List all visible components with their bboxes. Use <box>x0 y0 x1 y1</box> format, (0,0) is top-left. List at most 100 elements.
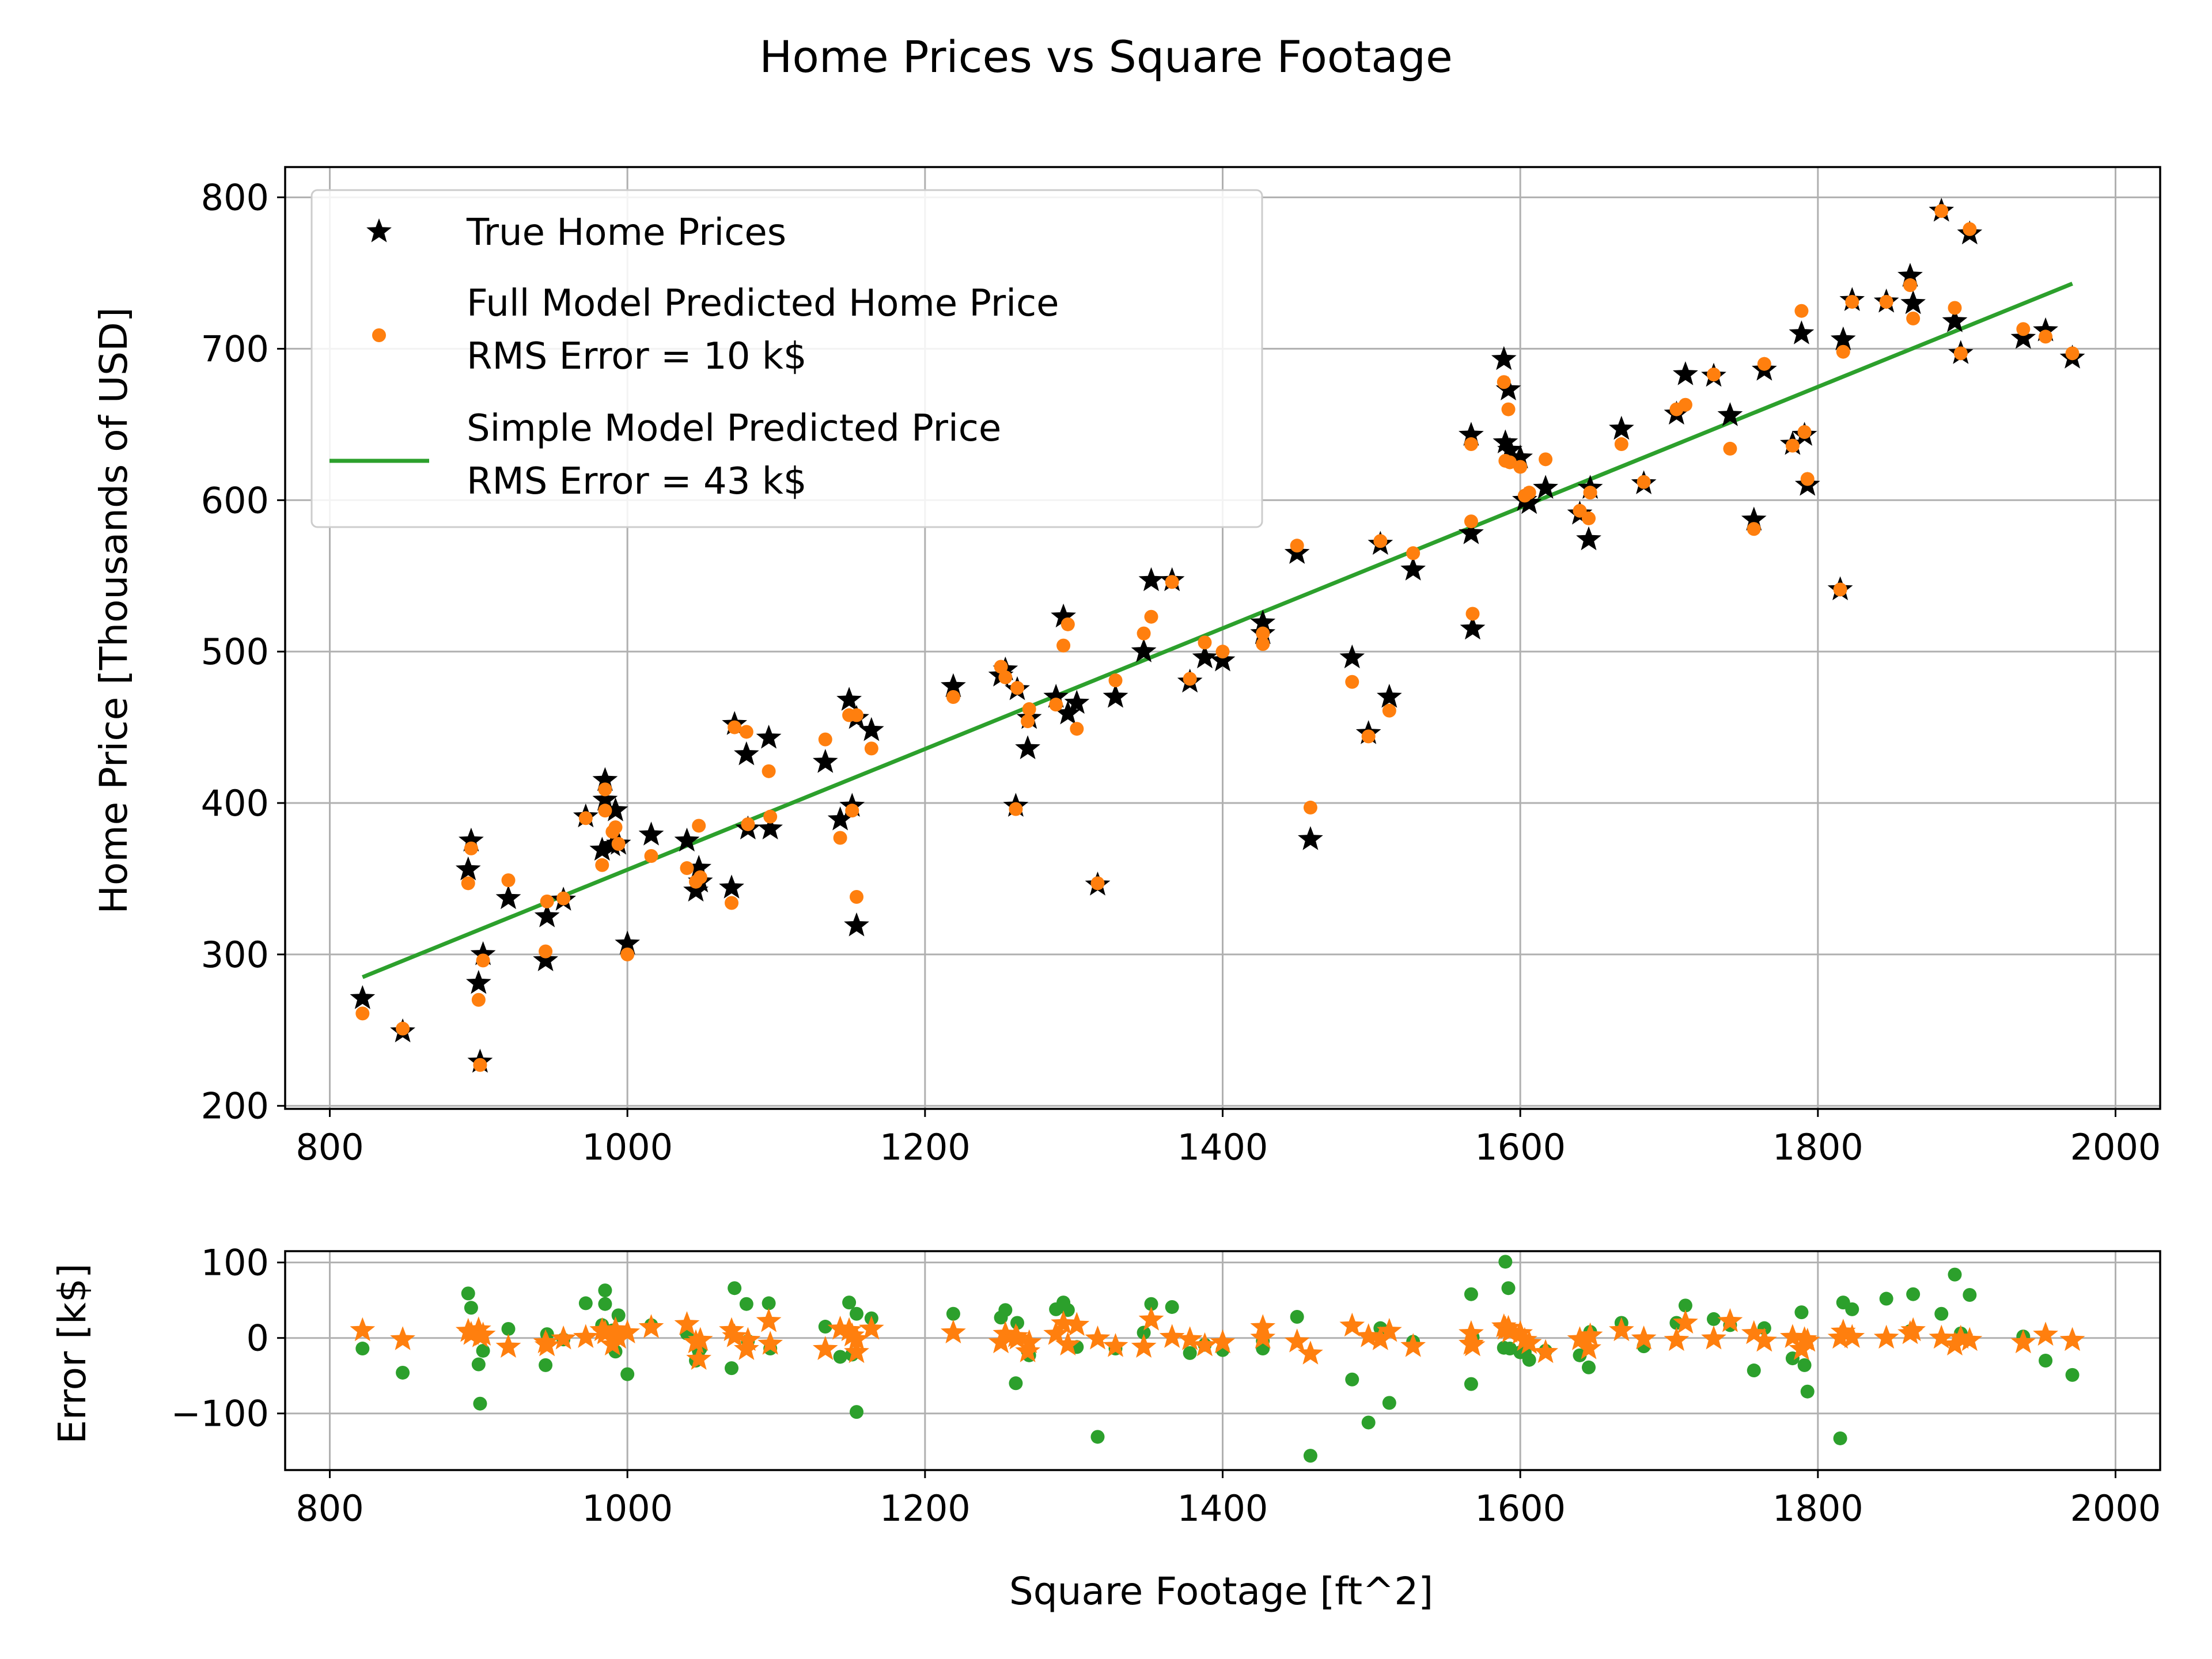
full-model-point <box>501 873 516 888</box>
simple-model-error-point <box>1800 1384 1815 1399</box>
full-model-error-point <box>1051 1310 1076 1335</box>
error-y-tick-label: 0 <box>247 1317 269 1359</box>
full-model-point <box>1464 437 1478 452</box>
simple-model-error-point <box>611 1308 626 1323</box>
full-model-error-point <box>1192 1332 1218 1357</box>
full-model-point <box>556 891 571 906</box>
true-price-point <box>1055 700 1081 725</box>
full-model-error-point <box>592 1319 618 1344</box>
full-model-point <box>946 690 960 704</box>
full-model-error-point <box>1103 1333 1128 1357</box>
main-y-tick-label: 200 <box>201 1085 269 1127</box>
error-x-tick-label: 2000 <box>2070 1487 2161 1529</box>
error-x-ticks: 800 1000 1200 1400 1600 1800 2000 <box>296 1470 2161 1529</box>
full-model-error-point <box>844 1326 869 1350</box>
full-model-point <box>1009 802 1023 816</box>
main-y-tick-label: 600 <box>201 479 269 521</box>
true-price-point <box>592 767 618 791</box>
full-model-point <box>1723 441 1737 456</box>
full-model-point <box>1021 714 1035 729</box>
full-model-point <box>1836 344 1850 359</box>
true-price-point <box>495 885 521 910</box>
simple-model-error-point <box>539 1358 553 1372</box>
simple-model-error-point <box>1464 1287 1478 1301</box>
full-model-point <box>1303 800 1317 815</box>
full-model-point <box>473 1058 487 1072</box>
full-model-point <box>1539 452 1553 467</box>
simple-model-error-point <box>1144 1297 1158 1311</box>
full-model-error-point <box>1055 1331 1081 1356</box>
full-model-error-point <box>836 1317 862 1342</box>
simple-model-error-point <box>501 1321 516 1336</box>
simple-model-error-point <box>1498 1255 1513 1269</box>
full-model-point <box>1707 368 1721 382</box>
true-price-point <box>1210 647 1236 672</box>
simple-model-error-point <box>1361 1415 1376 1430</box>
true-price-point <box>1459 520 1484 544</box>
full-model-error-point <box>1177 1326 1203 1350</box>
true-price-point <box>534 903 560 927</box>
simple-model-error-point <box>464 1301 478 1315</box>
full-model-error-point <box>1957 1327 1983 1351</box>
true-price-point <box>533 947 558 971</box>
legend-label-simple-model: Simple Model Predicted Price <box>467 407 1001 450</box>
full-model-error-point <box>1567 1326 1593 1350</box>
legend: True Home Prices Full Model Predicted Ho… <box>310 189 1263 528</box>
error-x-tick-label: 1600 <box>1475 1487 1566 1529</box>
full-model-error-point <box>1741 1320 1767 1344</box>
full-model-error-point <box>1533 1339 1558 1363</box>
full-model-error-point <box>1043 1321 1069 1345</box>
full-model-error-point <box>1377 1317 1402 1342</box>
full-model-point <box>1522 486 1536 500</box>
full-model-point <box>1903 278 1917 293</box>
full-model-error-point <box>1016 1329 1042 1354</box>
full-model-point <box>728 720 742 734</box>
full-model-error-point <box>603 1316 628 1340</box>
simple-model-error-point <box>1747 1363 1761 1378</box>
simple-model-error-point <box>946 1306 960 1321</box>
simple-model-error-point <box>1934 1306 1949 1321</box>
true-price-point <box>1533 475 1558 499</box>
true-price-point <box>859 717 884 741</box>
main-x-tick-label: 1400 <box>1177 1126 1268 1168</box>
legend-label-full-model-rms: RMS Error = 10 k$ <box>467 335 807 378</box>
full-model-error-point <box>1159 1324 1185 1348</box>
true-price-point <box>638 821 664 846</box>
full-model-point <box>762 764 776 778</box>
main-x-ticks: 800 1000 1200 1400 1600 1800 2000 <box>296 1109 2161 1168</box>
full-model-error-markers <box>350 1306 2085 1370</box>
error-y-tick-label: 100 <box>201 1242 269 1284</box>
simple-model-error-point <box>1906 1287 1921 1301</box>
legend-label-full-model: Full Model Predicted Home Price <box>467 282 1059 325</box>
full-model-point <box>1165 575 1179 589</box>
simple-model-error-point <box>1501 1281 1516 1296</box>
full-model-error-point <box>722 1323 747 1347</box>
simple-model-error-point <box>461 1286 475 1301</box>
main-x-tick-label: 1200 <box>880 1126 971 1168</box>
true-price-point <box>1495 376 1521 400</box>
full-model-point <box>578 811 593 825</box>
full-model-point <box>850 708 863 722</box>
full-model-point <box>2065 346 2080 361</box>
full-model-point <box>1108 673 1123 688</box>
true-price-point <box>615 930 640 955</box>
full-model-error-point <box>1752 1327 1777 1352</box>
full-model-error-point <box>756 1308 782 1332</box>
simple-model-error-point <box>1464 1377 1478 1391</box>
full-model-error-point <box>1827 1324 1853 1349</box>
true-price-point <box>589 836 615 861</box>
full-model-point <box>1833 582 1847 597</box>
simple-model-error-point <box>1963 1288 1977 1302</box>
true-price-point <box>827 806 853 831</box>
full-model-error-point <box>1900 1317 1926 1342</box>
full-model-error-point <box>1508 1320 1533 1344</box>
true-price-point <box>1491 346 1517 370</box>
full-model-error-point <box>1873 1324 1899 1349</box>
full-model-error-point <box>470 1321 496 1346</box>
full-model-point <box>818 732 832 747</box>
full-model-point <box>741 817 755 831</box>
full-model-error-point <box>687 1327 713 1351</box>
full-model-error-point <box>534 1332 560 1357</box>
full-model-error-point <box>1284 1328 1310 1353</box>
true-price-point <box>1103 684 1128 708</box>
